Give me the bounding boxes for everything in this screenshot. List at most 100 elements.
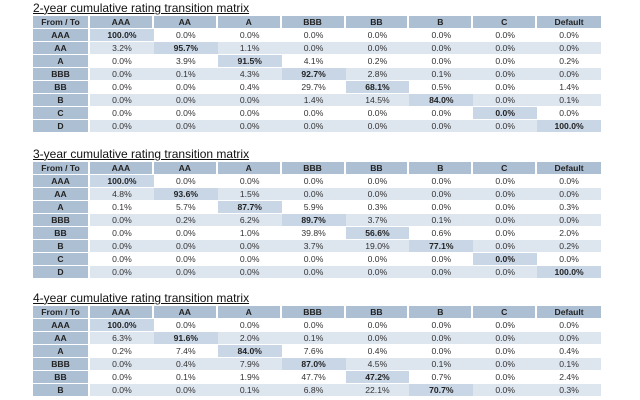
diagonal-cell: 87.0%	[281, 358, 346, 371]
table-cell: 0.0%	[537, 42, 601, 55]
table-cell: 5.7%	[153, 201, 218, 214]
table-cell: 0.0%	[473, 175, 538, 188]
table-cell: 0.0%	[217, 107, 282, 120]
row-label: AA	[33, 42, 90, 55]
header-column-label: Default	[537, 162, 601, 175]
table-cell: 0.0%	[217, 94, 282, 107]
row-label: B	[33, 240, 90, 253]
table-cell: 4.1%	[281, 55, 346, 68]
table-row: B 0.0% 0.0% 0.0% 1.4% 14.5% 84.0% 0.0% 0.1%	[33, 94, 601, 107]
diagonal-cell: 91.5%	[217, 55, 282, 68]
table-cell: 0.0%	[90, 227, 154, 240]
header-column-label: AA	[153, 162, 218, 175]
table-cell: 19.0%	[345, 240, 410, 253]
header-row: From / To AAA AA A BBB BB B C Default	[33, 306, 601, 319]
table-cell: 1.9%	[217, 371, 282, 384]
table-cell: 3.9%	[153, 55, 218, 68]
table-cell: 0.0%	[409, 175, 474, 188]
table-cell: 0.0%	[90, 384, 154, 397]
table-cell: 0.0%	[217, 120, 282, 133]
table-cell: 0.5%	[409, 81, 474, 94]
table-cell: 0.0%	[345, 120, 410, 133]
table-cell: 0.0%	[409, 29, 474, 42]
header-column-label: BB	[345, 16, 410, 29]
table-cell: 0.0%	[409, 188, 474, 201]
table-cell: 0.0%	[345, 319, 410, 332]
table-cell: 0.1%	[409, 68, 474, 81]
table-cell: 0.0%	[281, 29, 346, 42]
table-cell: 0.0%	[409, 319, 474, 332]
table-cell: 0.0%	[345, 253, 410, 266]
matrix-4-year: 4-year cumulative rating transition matr…	[33, 291, 601, 397]
table-cell: 0.0%	[409, 201, 474, 214]
table-cell: 0.0%	[281, 42, 346, 55]
table-cell: 3.7%	[345, 214, 410, 227]
table-row: AA 6.3% 91.6% 2.0% 0.1% 0.0% 0.0% 0.0% 0.0%	[33, 332, 601, 345]
row-label: D	[33, 266, 90, 279]
row-label: AAA	[33, 319, 90, 332]
table-cell: 0.0%	[537, 175, 601, 188]
header-column-label: AAA	[90, 16, 154, 29]
row-label: AA	[33, 332, 90, 345]
table-cell: 0.0%	[345, 107, 410, 120]
diagonal-cell: 100.0%	[537, 266, 601, 279]
table-cell: 4.5%	[345, 358, 410, 371]
table-cell: 4.3%	[217, 68, 282, 81]
table-cell: 0.0%	[153, 384, 218, 397]
table-row: BB 0.0% 0.1% 1.9% 47.7% 47.2% 0.7% 0.0% 2.4%	[33, 371, 601, 384]
table-cell: 0.0%	[473, 240, 538, 253]
matrix-3-year: 3-year cumulative rating transition matr…	[33, 147, 601, 279]
table-cell: 0.0%	[217, 175, 282, 188]
table-row: A 0.1% 5.7% 87.7% 5.9% 0.3% 0.0% 0.0% 0.3%	[33, 201, 601, 214]
table-cell: 0.0%	[473, 55, 538, 68]
row-label: A	[33, 201, 90, 214]
table-row: B 0.0% 0.0% 0.0% 3.7% 19.0% 77.1% 0.0% 0.2%	[33, 240, 601, 253]
header-column-label: A	[217, 162, 282, 175]
diagonal-cell: 89.7%	[281, 214, 346, 227]
table-row: BBB 0.0% 0.2% 6.2% 89.7% 3.7% 0.1% 0.0% 0.0%	[33, 214, 601, 227]
table-cell: 7.6%	[281, 345, 346, 358]
table-cell: 6.8%	[281, 384, 346, 397]
header-column-label: A	[217, 16, 282, 29]
header-column-label: Default	[537, 306, 601, 319]
table-cell: 3.2%	[90, 42, 154, 55]
table-cell: 5.9%	[281, 201, 346, 214]
header-column-label: AAA	[90, 162, 154, 175]
header-column-label: BBB	[281, 162, 346, 175]
header-column-label: B	[409, 16, 474, 29]
table-cell: 0.0%	[473, 94, 538, 107]
diagonal-cell: 87.7%	[217, 201, 282, 214]
table-cell: 0.4%	[537, 345, 601, 358]
diagonal-cell: 77.1%	[409, 240, 474, 253]
table-cell: 0.0%	[473, 332, 538, 345]
table-cell: 0.0%	[153, 120, 218, 133]
row-label: BBB	[33, 68, 90, 81]
table-cell: 0.4%	[153, 358, 218, 371]
table-cell: 0.0%	[217, 266, 282, 279]
diagonal-cell: 56.6%	[345, 227, 410, 240]
table-row: AA 4.8% 93.6% 1.5% 0.0% 0.0% 0.0% 0.0% 0.0%	[33, 188, 601, 201]
table-row: C 0.0% 0.0% 0.0% 0.0% 0.0% 0.0% 0.0% 0.0%	[33, 107, 601, 120]
table-cell: 0.0%	[90, 68, 154, 81]
table-cell: 0.0%	[537, 188, 601, 201]
table-cell: 1.4%	[281, 94, 346, 107]
table-cell: 0.1%	[537, 358, 601, 371]
row-label: BB	[33, 371, 90, 384]
table-row: B 0.0% 0.0% 0.1% 6.8% 22.1% 70.7% 0.0% 0.3%	[33, 384, 601, 397]
table-cell: 0.1%	[153, 371, 218, 384]
table-cell: 2.8%	[345, 68, 410, 81]
table-cell: 29.7%	[281, 81, 346, 94]
table-cell: 0.0%	[473, 188, 538, 201]
table-cell: 0.0%	[153, 29, 218, 42]
table-cell: 14.5%	[345, 94, 410, 107]
matrix-title: 2-year cumulative rating transition matr…	[33, 1, 250, 15]
table-cell: 0.0%	[345, 188, 410, 201]
table-cell: 0.0%	[473, 214, 538, 227]
table-cell: 0.0%	[537, 29, 601, 42]
table-cell: 0.3%	[537, 384, 601, 397]
table-cell: 0.0%	[281, 266, 346, 279]
row-label: B	[33, 94, 90, 107]
table-cell: 1.1%	[217, 42, 282, 55]
table-cell: 0.0%	[153, 227, 218, 240]
